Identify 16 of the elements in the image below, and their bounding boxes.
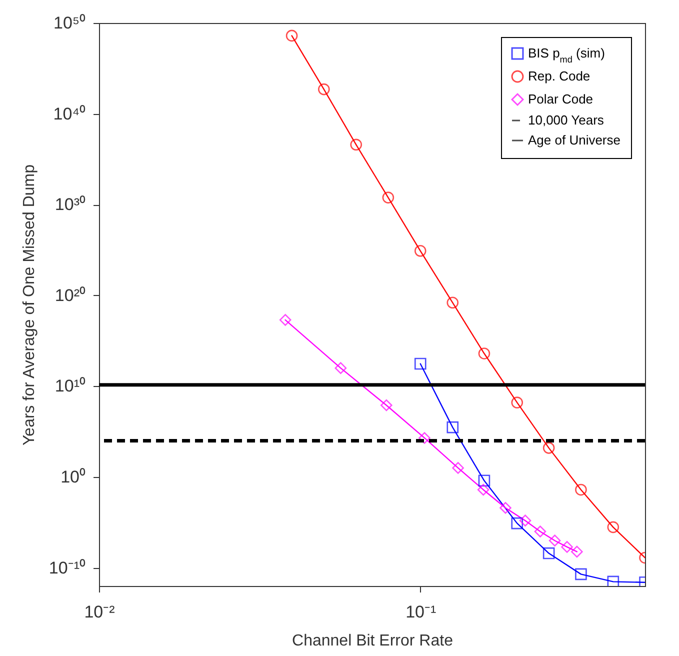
- y-tick-label: 10¹⁰: [54, 376, 86, 396]
- legend-label: BIS p$_{md}$ (sim): [528, 46, 605, 64]
- x-tick-label: 10⁻¹: [406, 602, 436, 622]
- legend-label: 10,000 Years: [528, 112, 604, 128]
- legend-label: Age of Universe: [528, 132, 620, 148]
- y-tick-label: 10⁴⁰: [53, 104, 86, 124]
- y-axis-title: Years for Average of One Missed Dump: [20, 164, 38, 446]
- x-axis-title: Channel Bit Error Rate: [292, 632, 454, 650]
- y-tick-label: 10²⁰: [54, 286, 86, 305]
- y-tick-label: 10⁻¹⁰: [48, 558, 86, 578]
- y-tick-label: 10⁰: [60, 468, 86, 487]
- y-tick-label: 10³⁰: [54, 195, 86, 214]
- x-tick-label: 10⁻²: [84, 602, 116, 622]
- y-tick-label: 10⁵⁰: [54, 14, 86, 32]
- legend-label: Rep. Code: [528, 68, 590, 84]
- legend-label: Polar Code: [528, 92, 594, 106]
